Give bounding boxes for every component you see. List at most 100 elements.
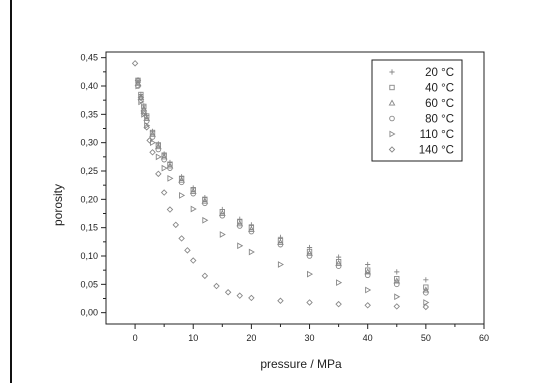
- legend-entry: 140 °C: [419, 145, 454, 157]
- data-point: [364, 272, 371, 279]
- x-tick-label: 60: [479, 333, 489, 343]
- data-point: [131, 60, 139, 67]
- data-point: [202, 216, 209, 224]
- data-point: [172, 221, 180, 229]
- left-border-line: [10, 0, 12, 383]
- data-point: [248, 228, 255, 235]
- data-point: [365, 261, 371, 268]
- data-point: [134, 79, 142, 86]
- data-point: [423, 290, 429, 296]
- data-markers: [131, 60, 430, 311]
- plot-frame: [105, 51, 485, 325]
- data-point: [423, 299, 430, 306]
- data-point: [149, 134, 156, 140]
- data-point: [167, 175, 174, 182]
- data-point: [166, 206, 174, 213]
- data-point: [201, 197, 209, 204]
- data-point: [201, 272, 209, 280]
- data-point: [137, 94, 145, 101]
- data-point: [248, 225, 255, 232]
- data-point: [144, 113, 150, 119]
- data-point: [219, 231, 226, 238]
- data-point: [277, 297, 284, 305]
- plot-frame-border: [105, 51, 485, 325]
- data-point: [146, 137, 153, 144]
- y-tick-label: 0,35: [80, 109, 98, 119]
- legend-marker: [389, 115, 395, 122]
- y-axis: 0,00 0,05 0,10 0,15 0,20 0,25 0,30 0,35 0,40 0,45: [80, 53, 106, 318]
- y-tick-label: 0,15: [80, 223, 98, 233]
- data-point: [160, 189, 168, 196]
- data-point: [306, 249, 313, 256]
- data-point: [154, 143, 162, 150]
- data-point: [190, 190, 197, 197]
- data-point: [423, 277, 429, 283]
- legend-marker: [389, 69, 395, 75]
- data-point: [393, 277, 401, 284]
- y-tick-label: 0,05: [80, 279, 98, 289]
- data-point: [189, 187, 197, 194]
- legend-entry: 60 °C: [425, 98, 454, 110]
- data-point: [155, 170, 162, 178]
- data-point: [394, 293, 401, 301]
- data-point: [365, 286, 372, 294]
- data-point: [335, 259, 342, 266]
- data-point: [236, 292, 243, 299]
- x-tick-label: 40: [363, 333, 373, 343]
- data-point: [134, 77, 142, 84]
- x-tick-label: 0: [133, 333, 138, 343]
- data-point: [307, 270, 314, 278]
- series-diamond: [131, 60, 430, 311]
- x-axis-label: pressure / MPa: [260, 357, 342, 371]
- data-point: [140, 109, 148, 117]
- data-point: [138, 98, 145, 106]
- data-point: [248, 248, 255, 256]
- data-point: [179, 192, 186, 199]
- data-point: [422, 286, 430, 293]
- x-tick-label: 30: [305, 333, 315, 343]
- data-point: [236, 220, 244, 227]
- data-point: [138, 91, 144, 98]
- data-point: [218, 209, 226, 217]
- data-point: [189, 257, 197, 264]
- data-point: [143, 124, 150, 131]
- y-tick-label: 0,40: [80, 81, 98, 91]
- data-point: [143, 118, 150, 124]
- data-point: [143, 114, 151, 121]
- data-point: [277, 238, 284, 244]
- y-axis-label: porosity: [51, 184, 65, 226]
- data-point: [336, 254, 342, 260]
- data-point: [224, 289, 232, 296]
- legend-marker: [389, 130, 396, 138]
- data-point: [237, 219, 243, 225]
- y-tick-label: 0,00: [80, 308, 98, 318]
- data-point: [248, 225, 255, 231]
- y-tick-label: 0,10: [80, 251, 98, 261]
- data-point: [219, 209, 225, 215]
- data-point: [306, 299, 313, 306]
- legend-marker: [389, 84, 395, 91]
- data-point: [144, 122, 151, 130]
- data-point: [167, 161, 173, 167]
- y-tick-label: 0,30: [80, 138, 98, 148]
- data-point: [277, 261, 284, 268]
- data-point: [335, 300, 342, 308]
- y-tick-label: 0,25: [80, 166, 98, 176]
- data-point: [364, 302, 371, 309]
- data-point: [141, 103, 147, 110]
- data-point: [365, 267, 371, 273]
- data-point: [336, 279, 343, 286]
- data-point: [237, 242, 244, 250]
- data-point: [364, 268, 372, 275]
- data-point: [248, 294, 255, 302]
- data-point: [178, 176, 185, 183]
- data-point: [335, 263, 342, 269]
- data-point: [219, 212, 226, 219]
- data-point: [306, 253, 313, 259]
- y-tick-label: 0,45: [80, 53, 98, 63]
- data-point: [178, 235, 185, 242]
- data-point: [422, 303, 430, 311]
- series-triangle-right: [135, 82, 430, 306]
- data-point: [135, 82, 142, 90]
